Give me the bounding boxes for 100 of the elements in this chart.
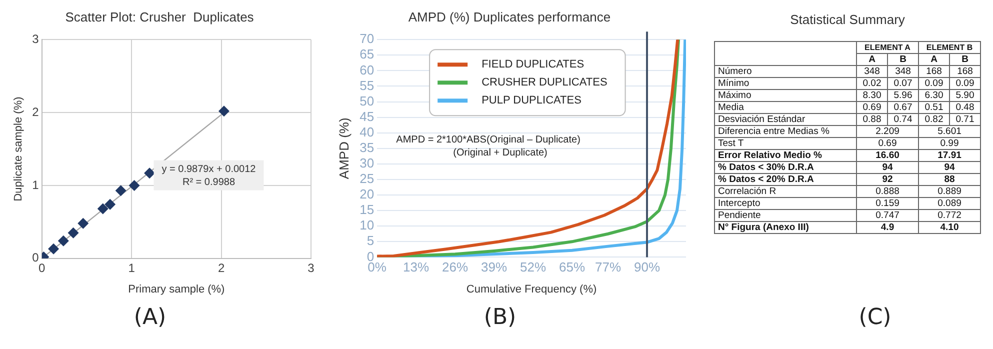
category-label: B	[950, 54, 980, 66]
point	[144, 168, 156, 179]
text: 0.74	[894, 114, 912, 125]
text: 168	[926, 66, 942, 77]
text: 0.69	[862, 102, 882, 113]
y-tick-label: 65	[360, 46, 374, 62]
y-tick-label: 30	[360, 156, 374, 171]
category-label: Correlación R	[718, 186, 776, 197]
legend-label: PULP DUPLICATES	[482, 94, 582, 107]
annotation: AMPD = 2*100*ABS(Original – Duplicate)	[396, 134, 580, 146]
text: 0.71	[956, 114, 974, 125]
category-label: % Datos < 20% D.R.A	[718, 174, 814, 185]
text: 0.889	[938, 186, 962, 197]
x-tick-label: 3	[308, 260, 315, 275]
text: Statistical Summary	[789, 12, 906, 27]
text: 0.67	[894, 102, 912, 113]
text: ELEMENT B	[918, 42, 980, 54]
category-label: N° Figura (Anexo III)	[718, 222, 809, 233]
point	[48, 243, 60, 254]
y-tick-label: 35	[360, 140, 374, 155]
y-tick-label: 45	[360, 108, 374, 124]
category-label: Intercepto	[718, 198, 760, 209]
text: 0.07	[894, 78, 912, 89]
x-tick-label: 1	[128, 260, 136, 275]
point	[68, 227, 79, 238]
text: 4.9	[880, 222, 894, 233]
text: 0.88	[862, 114, 882, 125]
x-tick-label: 77%	[595, 260, 622, 275]
annotation: y = 0.9879x + 0.0012	[162, 164, 256, 176]
y-tick-label: 70	[360, 31, 374, 46]
text: 5.601	[938, 126, 962, 137]
legend-label: CRUSHER DUPLICATES	[482, 76, 608, 89]
category-label: A	[856, 54, 888, 66]
text: 348	[895, 66, 911, 77]
y-tick-label: 50	[360, 93, 374, 108]
y-tick-label: 20	[360, 186, 374, 202]
chart-title: Scatter Plot: Crusher Duplicates	[65, 9, 254, 24]
y-tick-label: 60	[360, 62, 374, 78]
text: 0.09	[924, 78, 944, 89]
text: 2.209	[876, 126, 900, 137]
text: 0.888	[876, 186, 900, 197]
text: 5.96	[894, 90, 912, 101]
category-label: Error Relativo Medio %	[718, 150, 822, 161]
text: 0.747	[876, 210, 900, 221]
x-axis-title: Primary sample (%)	[128, 283, 225, 296]
x-tick-label: 39%	[481, 260, 508, 275]
text: 88	[944, 174, 955, 185]
point	[97, 203, 108, 214]
point	[78, 218, 89, 229]
category-label: Número	[718, 66, 752, 77]
point	[128, 180, 140, 191]
category-label: Diferencia entre Medias %	[718, 126, 830, 137]
text: 16.60	[876, 150, 900, 161]
category-label: % Datos < 30% D.R.A	[718, 162, 814, 173]
chart-title: AMPD (%) Duplicates performance	[408, 9, 611, 24]
y-tick-label: 0	[32, 250, 40, 265]
text: 0.51	[924, 102, 944, 113]
text: (B)	[482, 305, 518, 330]
text: 6.30	[924, 90, 944, 101]
point	[218, 106, 230, 117]
annotation: (Original + Duplicate)	[453, 147, 548, 158]
text: 17.91	[938, 150, 962, 161]
text: (A)	[132, 305, 168, 330]
text: 0.69	[878, 138, 897, 149]
y-tick-label: 5	[366, 233, 374, 248]
y-axis-title: Duplicate sample (%)	[12, 96, 25, 202]
x-axis-title: Cumulative Frequency (%)	[466, 283, 597, 296]
x-tick-label: 26%	[442, 260, 468, 275]
x-tick-label: 65%	[559, 260, 586, 275]
y-tick-label: 3	[32, 32, 40, 46]
text: 0.159	[876, 198, 900, 209]
text: 92	[882, 174, 893, 185]
point	[58, 235, 69, 246]
category-label: Desviación Estándar	[718, 114, 806, 125]
category-label: B	[888, 54, 918, 66]
legend-label: FIELD DUPLICATES	[482, 58, 584, 71]
category-label: Test T	[718, 138, 744, 149]
x-tick-label: 52%	[520, 260, 546, 275]
text: 0.089	[938, 198, 962, 209]
category-label: A	[918, 54, 950, 66]
category-label: Máximo	[718, 90, 752, 101]
x-tick-label: 90%	[634, 260, 660, 275]
text: 348	[864, 66, 880, 77]
y-tick-label: 10	[360, 218, 374, 233]
text: 5.90	[956, 90, 974, 101]
text: 168	[957, 66, 973, 77]
y-tick-label: 25	[360, 171, 374, 186]
y-tick-label: 1	[32, 178, 40, 192]
y-tick-label: 2	[32, 104, 40, 119]
x-tick-label: 13%	[403, 260, 430, 275]
text: 0.02	[862, 78, 882, 89]
text: 0.48	[956, 102, 974, 113]
category-label: Pendiente	[718, 210, 761, 221]
text: 0.772	[938, 210, 962, 221]
text: 4.10	[940, 222, 959, 233]
point	[104, 198, 116, 210]
text: (C)	[858, 305, 892, 330]
category-label: Mínimo	[718, 78, 750, 89]
y-axis-title: AMPD (%)	[336, 118, 352, 180]
text: 0.99	[940, 138, 959, 149]
